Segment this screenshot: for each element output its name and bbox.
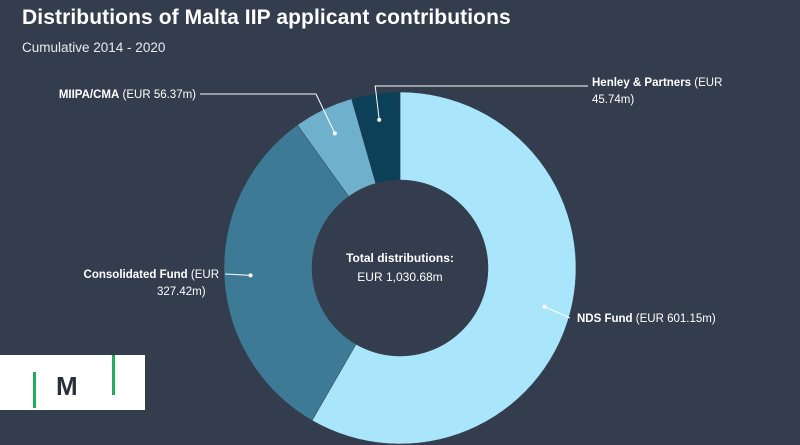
slice-label-consolidated-fund: Consolidated Fund (EUR 327.42m) <box>84 269 219 298</box>
leader-line-henley-partners <box>374 85 588 120</box>
chart-title: Distributions of Malta IIP applicant con… <box>22 6 511 29</box>
leader-line-consolidated-fund <box>224 273 251 276</box>
logo-mark-icon: M <box>33 345 115 408</box>
logo-bar-left <box>33 372 36 408</box>
leader-dot <box>248 273 253 278</box>
center-total-label: Total distributions: <box>346 251 454 265</box>
logo-letter: M <box>56 371 78 401</box>
leader-line-miipa-cma <box>200 93 336 134</box>
donut-slice-henley-partners <box>351 91 401 184</box>
logo-bar-right <box>112 345 115 395</box>
chart-subtitle: Cumulative 2014 - 2020 <box>22 40 166 55</box>
leader-dot <box>332 131 337 136</box>
slice-label-miipa-cma: MIIPA/CMA (EUR 56.37m) <box>59 89 196 101</box>
slice-label-henley-partners: Henley & Partners (EUR 45.74m) <box>592 77 722 106</box>
slice-label-nds-fund: NDS Fund (EUR 601.15m) <box>577 313 716 325</box>
logo: M <box>0 345 145 410</box>
leader-line-nds-fund <box>544 306 571 319</box>
leader-dot <box>377 117 382 122</box>
leader-dot <box>542 304 547 309</box>
center-total-value: EUR 1,030.68m <box>357 270 442 284</box>
donut-slice-consolidated-fund <box>223 124 357 421</box>
donut-slice-nds-fund <box>311 91 577 445</box>
